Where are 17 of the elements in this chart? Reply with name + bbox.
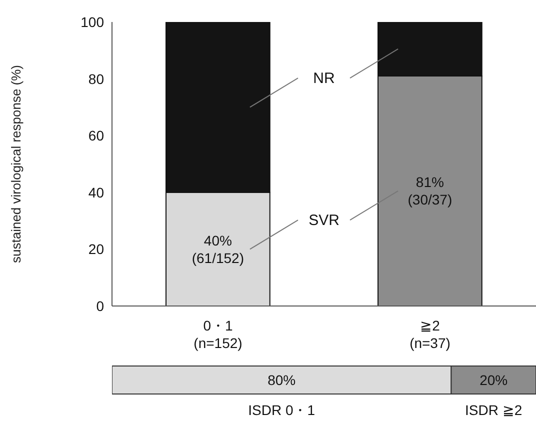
y-axis-title: sustained virological response (%) bbox=[8, 65, 24, 263]
text: SVR bbox=[308, 212, 340, 229]
x-tick-label: 0・1 (n=152) bbox=[194, 317, 242, 351]
y-tick-label: 0 bbox=[96, 298, 104, 314]
y-tick-label: 60 bbox=[88, 128, 104, 144]
data-label: 40% (61/152) bbox=[192, 232, 244, 266]
data-label: 20% bbox=[480, 372, 508, 388]
data-label: 81% (30/37) bbox=[408, 174, 452, 208]
y-tick-label: 80 bbox=[88, 70, 104, 87]
series-label: ISDR 0・1 bbox=[248, 402, 316, 418]
text: NR bbox=[313, 70, 335, 87]
y-tick-label: 100 bbox=[80, 14, 104, 30]
y-tick-label: 40 bbox=[88, 184, 104, 200]
x-tick-label: ≧2 (n=37) bbox=[410, 317, 450, 351]
y-tick-label: 20 bbox=[88, 241, 104, 258]
data-label: 80% bbox=[268, 372, 296, 388]
series-label: ISDR ≧2 bbox=[465, 402, 522, 418]
